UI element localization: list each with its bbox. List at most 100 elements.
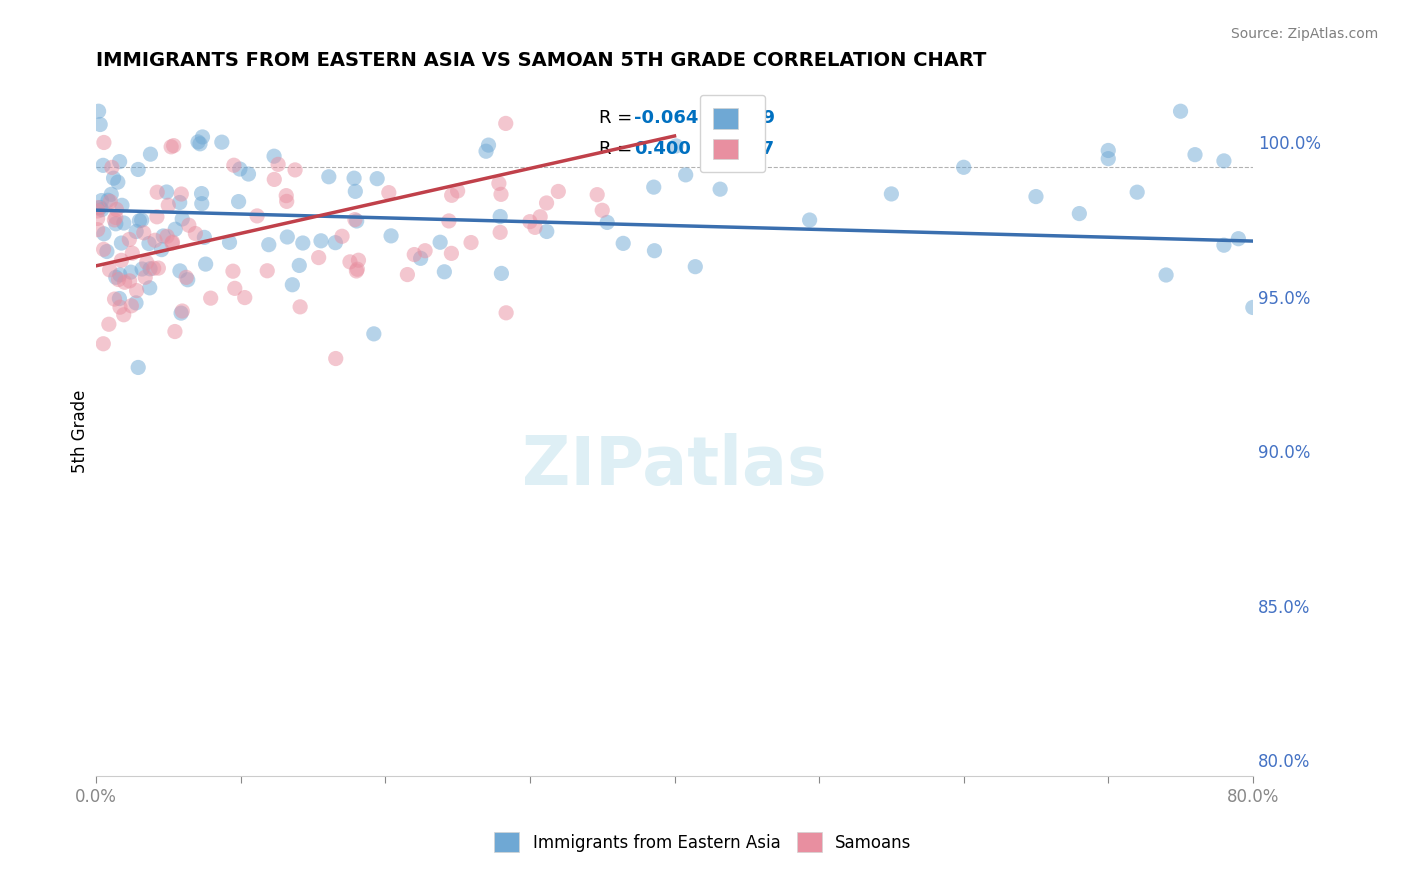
- Point: [1212, 238, 1234, 252]
- Legend: Immigrants from Eastern Asia, Samoans: Immigrants from Eastern Asia, Samoans: [481, 819, 925, 866]
- Point: [139, 147, 162, 161]
- Point: [440, 246, 463, 260]
- Point: [460, 235, 482, 250]
- Point: [413, 244, 436, 258]
- Point: [228, 194, 250, 209]
- Point: [339, 255, 361, 269]
- Point: [263, 172, 285, 186]
- Point: [547, 185, 569, 199]
- Point: [194, 257, 217, 271]
- Point: [344, 185, 367, 199]
- Point: [1025, 189, 1047, 203]
- Point: [143, 233, 166, 247]
- Point: [163, 325, 186, 339]
- Point: [91, 158, 114, 172]
- Point: [267, 157, 290, 171]
- Point: [284, 162, 307, 177]
- Point: [378, 186, 401, 200]
- Point: [343, 212, 366, 227]
- Point: [156, 229, 179, 244]
- Point: [104, 211, 127, 225]
- Point: [1069, 206, 1091, 220]
- Point: [330, 229, 353, 244]
- Point: [495, 306, 517, 320]
- Point: [263, 149, 285, 163]
- Point: [429, 235, 451, 250]
- Point: [120, 299, 142, 313]
- Point: [1154, 268, 1177, 282]
- Point: [291, 235, 314, 250]
- Legend: , : ,: [700, 95, 765, 172]
- Point: [170, 187, 193, 202]
- Point: [276, 194, 298, 209]
- Point: [396, 268, 419, 282]
- Point: [222, 264, 245, 278]
- Point: [325, 235, 347, 250]
- Point: [363, 326, 385, 341]
- Point: [146, 186, 169, 200]
- Point: [87, 201, 110, 215]
- Point: [184, 227, 207, 241]
- Point: [325, 351, 347, 366]
- Point: [86, 211, 108, 226]
- Point: [103, 171, 125, 186]
- Point: [380, 228, 402, 243]
- Point: [118, 232, 141, 246]
- Point: [132, 226, 155, 240]
- Point: [222, 158, 245, 172]
- Point: [596, 215, 619, 229]
- Point: [288, 300, 311, 314]
- Text: IMMIGRANTS FROM EASTERN ASIA VS SAMOAN 5TH GRADE CORRELATION CHART: IMMIGRANTS FROM EASTERN ASIA VS SAMOAN 5…: [96, 51, 987, 70]
- Point: [437, 214, 460, 228]
- Point: [233, 291, 256, 305]
- Point: [108, 268, 131, 282]
- Point: [281, 277, 304, 292]
- Point: [409, 252, 432, 266]
- Point: [125, 284, 148, 298]
- Point: [346, 262, 368, 277]
- Point: [211, 135, 233, 149]
- Point: [665, 139, 688, 153]
- Point: [139, 261, 162, 276]
- Text: 0.400: 0.400: [634, 139, 690, 158]
- Point: [276, 188, 298, 202]
- Point: [172, 304, 194, 318]
- Point: [163, 138, 186, 153]
- Point: [103, 292, 125, 306]
- Y-axis label: 5th Grade: 5th Grade: [72, 390, 89, 473]
- Point: [446, 184, 468, 198]
- Point: [709, 182, 731, 196]
- Point: [489, 225, 512, 239]
- Point: [529, 210, 551, 224]
- Point: [276, 230, 298, 244]
- Point: [257, 237, 280, 252]
- Point: [108, 292, 131, 306]
- Point: [156, 185, 179, 199]
- Point: [112, 308, 135, 322]
- Point: [1097, 152, 1119, 166]
- Point: [224, 281, 246, 295]
- Point: [112, 216, 135, 230]
- Point: [87, 104, 110, 119]
- Point: [120, 265, 142, 279]
- Point: [347, 253, 370, 268]
- Text: ZIPatlas: ZIPatlas: [522, 433, 827, 499]
- Text: R =: R =: [599, 109, 638, 127]
- Point: [121, 246, 143, 260]
- Point: [157, 198, 180, 212]
- Point: [101, 161, 124, 175]
- Point: [125, 296, 148, 310]
- Point: [89, 118, 111, 132]
- Point: [107, 272, 129, 286]
- Point: [489, 187, 512, 202]
- Text: R =: R =: [599, 139, 638, 158]
- Point: [125, 225, 148, 239]
- Point: [366, 171, 388, 186]
- Point: [256, 264, 278, 278]
- Point: [142, 261, 165, 276]
- Point: [536, 196, 558, 211]
- Point: [86, 203, 108, 218]
- Point: [433, 265, 456, 279]
- Point: [100, 187, 122, 202]
- Point: [591, 203, 613, 218]
